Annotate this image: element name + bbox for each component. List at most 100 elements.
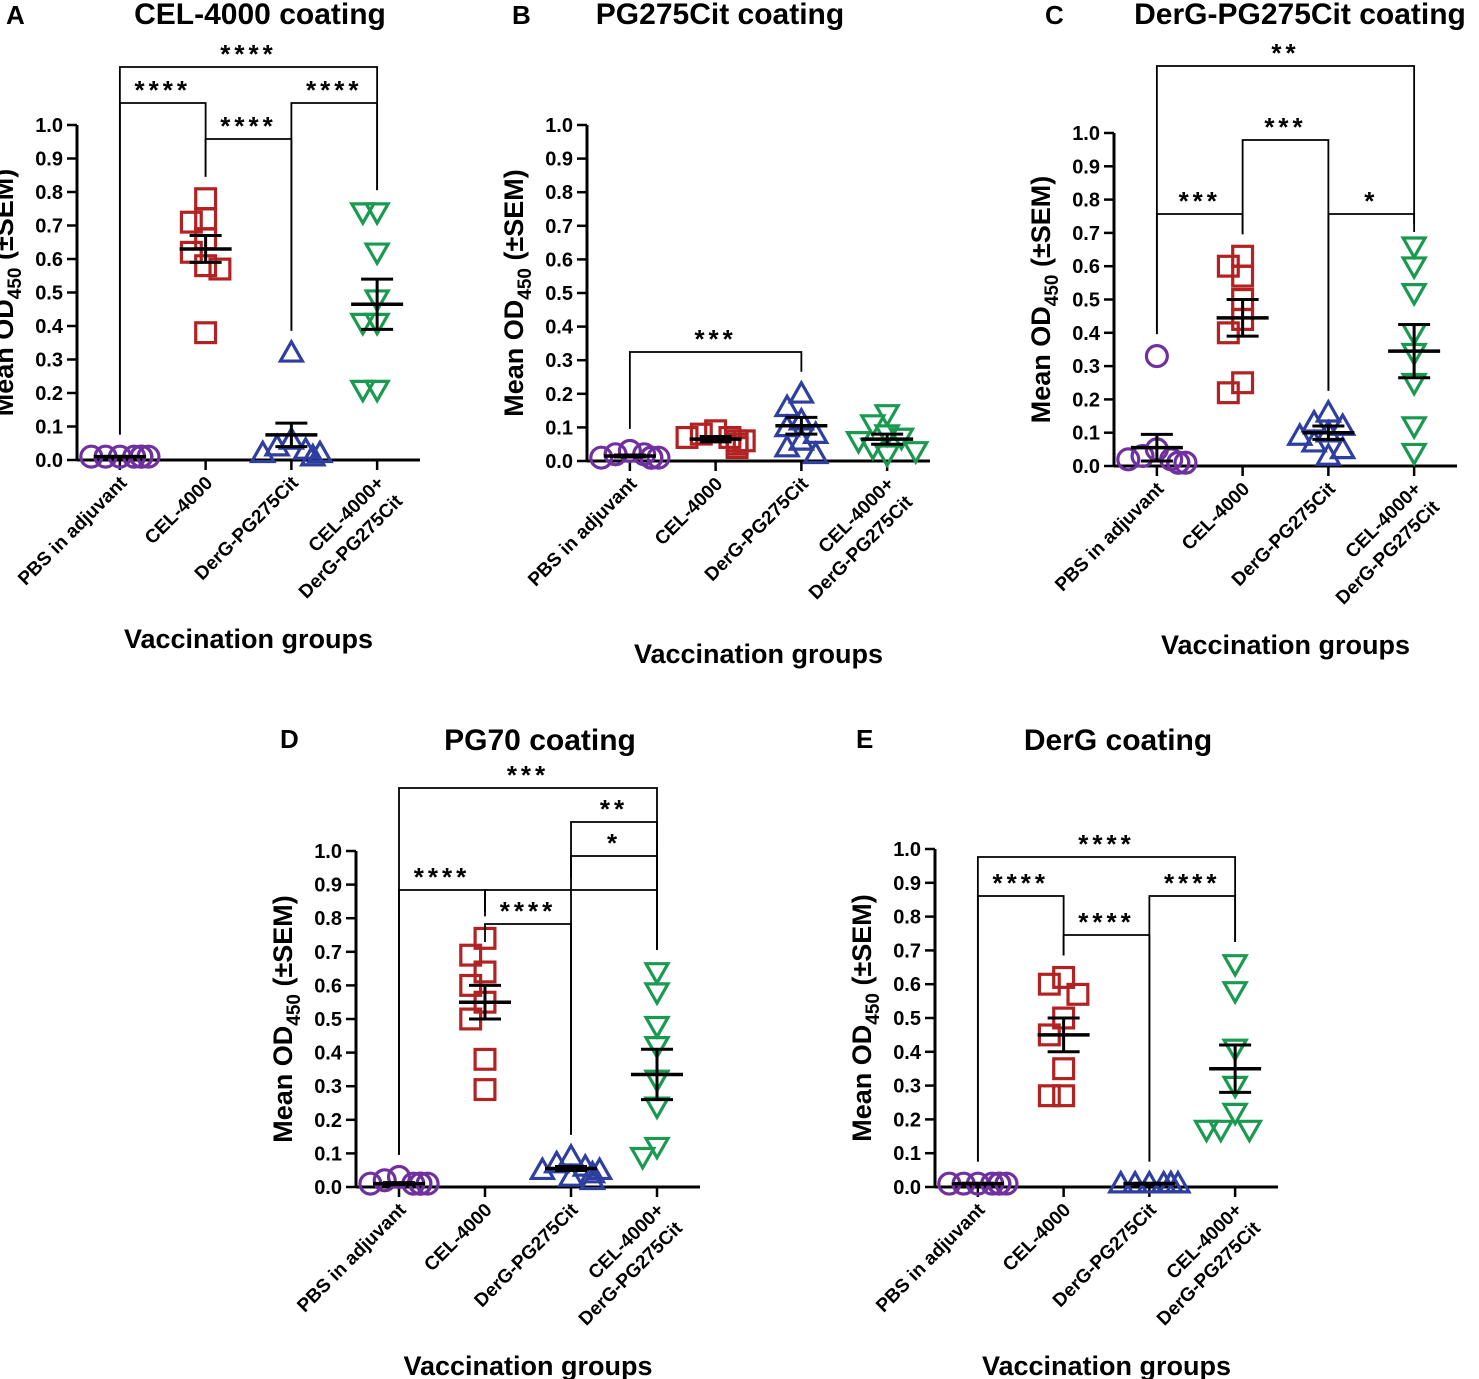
data-point-square — [1037, 972, 1061, 996]
significance-bracket — [976, 895, 1065, 1162]
panel-letter: D — [280, 724, 299, 754]
y-axis-label-sub: 450 — [1042, 275, 1063, 307]
series-0 — [589, 438, 671, 470]
data-point-square — [1052, 965, 1076, 989]
y-tick-label: 1.0 — [893, 839, 921, 861]
x-tick-label: PBS in adjuvant — [293, 1199, 411, 1317]
significance-label: **** — [220, 111, 276, 141]
x-tick-label: CEL-4000 — [651, 474, 727, 550]
series-2 — [1107, 1169, 1192, 1194]
chart-panel-a: A CEL-4000 coating 0.0 0.1 0.2 0.3 0.4 0.5 0.6 0.… — [0, 0, 420, 654]
y-tick-label: 0.7 — [893, 940, 921, 962]
y-tick-label: 0.8 — [35, 182, 63, 204]
y-tick-label: 0.0 — [545, 451, 573, 473]
y-tick-label: 0.6 — [35, 249, 63, 271]
data-point-triangle-down — [1221, 1102, 1249, 1127]
y-axis-label-sub: 450 — [284, 994, 305, 1026]
data-point-triangle-up — [249, 439, 277, 464]
significance-bracket — [1327, 213, 1416, 391]
y-axis-label: Mean OD450 (±SEM) — [268, 895, 305, 1143]
panel-letter: E — [856, 724, 873, 754]
data-point-triangle-down — [873, 444, 901, 469]
data-point-triangle-down — [1235, 1119, 1264, 1144]
chart-title: DerG coating — [1024, 724, 1212, 757]
data-point-square — [689, 422, 713, 446]
y-tick-label: 0.5 — [545, 283, 573, 305]
data-point-square — [1216, 321, 1240, 345]
y-tick-label: 0.1 — [1072, 423, 1100, 445]
chart-panel-d: D PG70 coating 0.0 0.1 0.2 0.3 0.4 0.5 0.6 0.7 0.8… — [268, 724, 700, 1379]
significance-label: **** — [306, 75, 362, 105]
significance-label: **** — [1164, 868, 1220, 898]
data-point-square — [1037, 1084, 1061, 1108]
significance-label: **** — [220, 39, 276, 69]
y-axis-label-main: Mean OD — [268, 1026, 298, 1143]
y-tick-label: 0.7 — [545, 216, 573, 238]
significance-label: *** — [1179, 186, 1221, 216]
series-0 — [1116, 344, 1198, 475]
y-tick-label: 0.9 — [545, 149, 573, 171]
series-3 — [1388, 236, 1441, 467]
significance-label: *** — [1264, 112, 1306, 142]
data-point-triangle-down — [1400, 236, 1428, 261]
data-point-triangle-down — [643, 962, 671, 987]
data-point-triangle-up — [277, 338, 306, 363]
x-tick-label: CEL-4000 — [1178, 479, 1254, 555]
x-axis-label: Vaccination groups — [634, 639, 883, 669]
data-point-triangle-down — [1221, 1038, 1249, 1063]
y-tick-label: 0.7 — [314, 942, 342, 964]
significance-label: **** — [135, 75, 191, 105]
data-point-triangle-up — [277, 425, 306, 450]
y-tick-label: 0.0 — [314, 1177, 342, 1199]
y-tick-label: 0.1 — [545, 417, 573, 439]
significance-label: ** — [600, 794, 628, 824]
x-tick-label: PBS in adjuvant — [1051, 478, 1169, 596]
series-2 — [773, 379, 830, 465]
y-tick-label: 0.1 — [35, 417, 63, 439]
y-axis-label: Mean OD450 (±SEM) — [847, 894, 884, 1142]
chart-title: DerG-PG275Cit coating — [1134, 0, 1466, 31]
y-tick-label: 0.3 — [893, 1076, 921, 1098]
x-tick-label-line: PBS in adjuvant — [524, 473, 642, 591]
x-axis-label: Vaccination groups — [982, 1351, 1231, 1379]
significance-bracket — [484, 923, 572, 1135]
y-tick-label: 0.2 — [35, 383, 63, 405]
y-axis-label-sub: 450 — [863, 993, 884, 1025]
y-tick-label: 0.6 — [545, 249, 573, 271]
series-0 — [937, 1171, 1019, 1196]
significance-label: * — [607, 828, 621, 858]
data-point-triangle-down — [643, 982, 671, 1007]
data-point-triangle-up — [1300, 428, 1328, 453]
panel-letter: C — [1045, 0, 1064, 30]
data-point-triangle-down — [1400, 256, 1428, 281]
y-tick-label: 0.1 — [314, 1143, 342, 1165]
data-point-triangle-up — [578, 1166, 607, 1191]
y-tick-label: 0.9 — [314, 875, 342, 897]
data-point-circle — [617, 438, 642, 463]
y-tick-label: 0.4 — [545, 317, 574, 339]
x-tick-label: CEL-4000 — [141, 473, 217, 549]
significance-bracket — [1155, 213, 1244, 335]
data-point-circle — [372, 1168, 397, 1193]
x-axis-label: Vaccination groups — [124, 624, 373, 654]
data-point-triangle-up — [557, 1162, 585, 1187]
significance-bracket — [398, 889, 486, 1155]
significance-bracket — [484, 889, 658, 950]
y-tick-label: 0.0 — [893, 1177, 921, 1199]
data-point-triangle-up — [299, 442, 327, 467]
series-1 — [459, 926, 511, 1102]
data-point-triangle-down — [1221, 981, 1249, 1006]
x-axis-label: Vaccination groups — [1161, 630, 1410, 660]
x-tick-label: PBS in adjuvant — [524, 473, 642, 591]
y-tick-label: 0.0 — [35, 450, 63, 472]
y-tick-label: 0.2 — [1072, 389, 1100, 411]
data-point-triangle-down — [1192, 1119, 1221, 1144]
data-point-triangle-up — [306, 439, 334, 464]
data-point-triangle-up — [787, 426, 816, 451]
y-tick-label: 0.7 — [1072, 223, 1100, 245]
data-point-square — [194, 187, 218, 211]
y-tick-label: 0.6 — [893, 974, 921, 996]
data-point-square — [194, 321, 218, 345]
significance-label: *** — [694, 324, 736, 354]
significance-label: * — [1364, 186, 1378, 216]
